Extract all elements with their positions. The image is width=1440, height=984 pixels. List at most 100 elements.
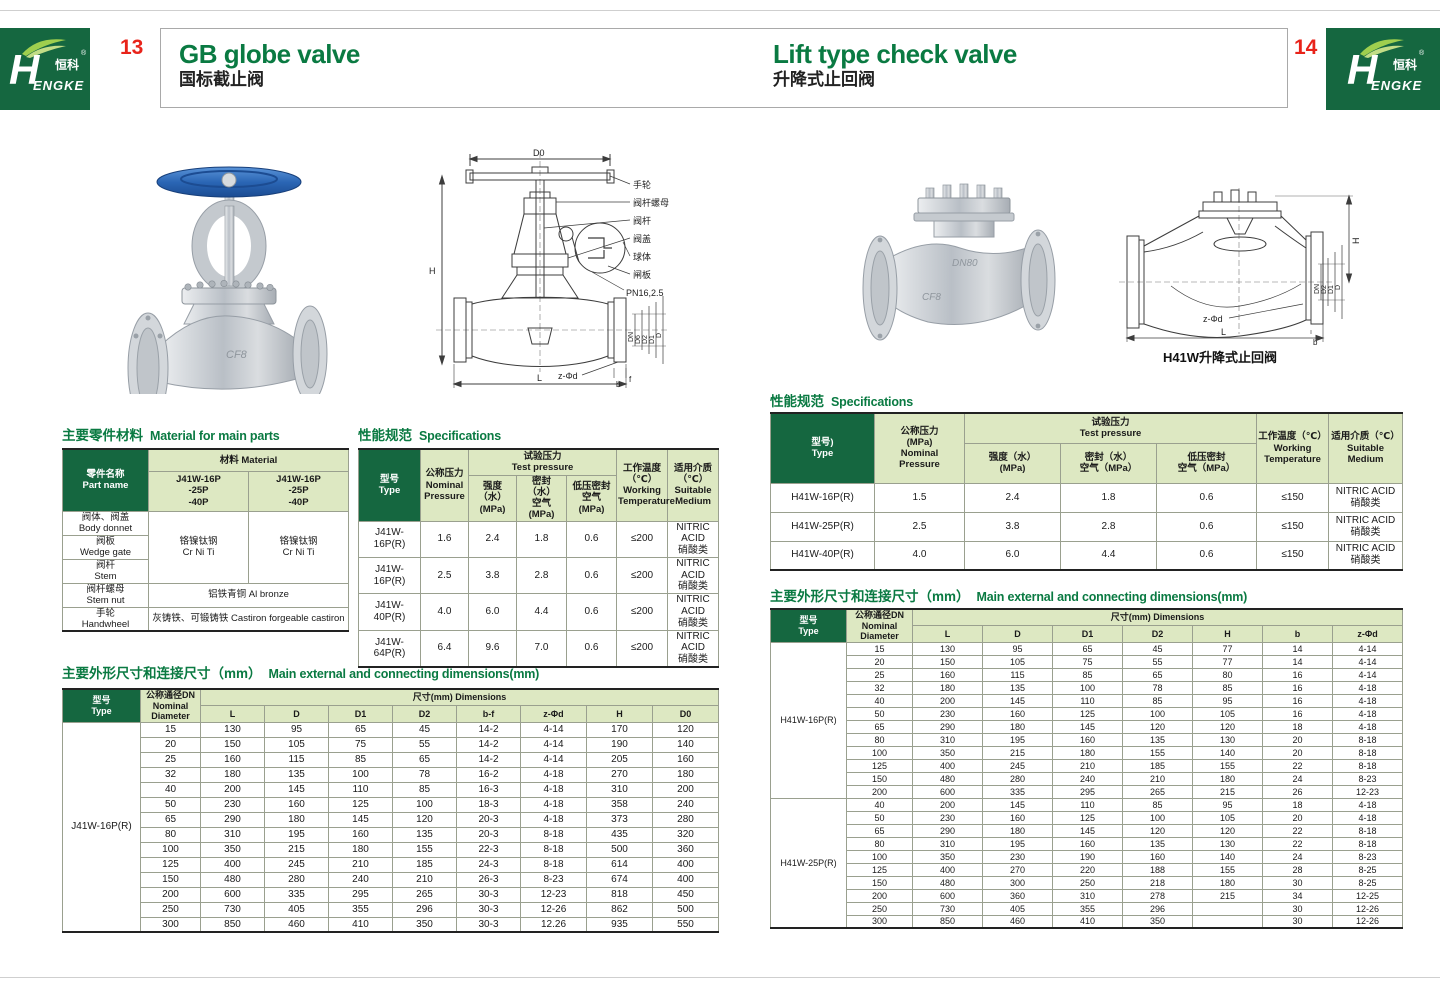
table-cell: 180 [912,680,983,695]
table-cell: 85 [1122,797,1193,812]
table-cell: 6.0 [964,540,1061,571]
table-cell: 200 [140,886,201,903]
table-cell: 200 [912,693,983,708]
table-cell: 100 [140,841,201,858]
dim-label-f: f [629,375,632,384]
dim-label-l: L [1221,327,1226,337]
col-header-strength: 强度（水） (MPa) [964,442,1061,484]
col-header-seal: 密封（水） 空气 (MPa) [516,474,567,522]
brand-logo-right: H ENGKE 恒科 ® [1326,28,1440,110]
col-header-zd: z-Φd [1331,625,1404,643]
table-cell: 135 [1122,836,1193,851]
table-cell: J41W-16P(R) [358,520,421,558]
dimension-row: 80 310 195 160 135 130 20 8-18 [771,732,1404,747]
table-cell: 110 [1052,797,1123,812]
table-cell: 8-23 [1331,771,1404,786]
table-cell: 195 [264,826,329,843]
table-cell: 310 [586,781,653,798]
dimension-row: 125 400 245 210 185 155 22 8-18 [771,758,1404,773]
col-header-b: b [1262,625,1333,643]
table-cell: 145 [982,797,1053,812]
table-cell: 480 [912,771,983,786]
left-page-title: GB globe valve 国标截止阀 [179,39,360,91]
table-cell: J41W-16P(R) [62,721,141,933]
table-cell: 160 [200,751,265,768]
table-cell: 296 [392,901,457,918]
dim-label-b: b [616,380,621,389]
table-cell: ≤150 [1256,540,1330,571]
table-cell: 145 [264,781,329,798]
part-name: 手轮 Handwheel [62,606,149,632]
table-cell: 250 [140,901,201,918]
dimension-row: 32 180 135 100 78 85 16 4-18 [771,680,1404,695]
table-cell: 22 [1262,823,1333,838]
table-cell: 125 [846,862,913,877]
spec-table-right: 型号) Type 公称压力 (MPa) Nominal Pressure 试验压… [770,412,1404,571]
table-cell: 0.6 [565,629,618,668]
dimension-row: 100 350 215 180 155 22-3 8-18 500 360 [63,841,720,858]
table-cell: 170 [586,721,653,738]
table-cell: 280 [651,811,720,828]
table-cell: 150 [846,771,913,786]
table-cell: 130 [1192,732,1263,747]
table-cell: 105 [264,736,329,753]
table-cell: 16-2 [456,766,521,783]
table-cell: 125 [1052,706,1123,721]
dim-label-d: D [1335,285,1342,290]
table-cell: 310 [912,732,983,747]
table-cell: 4-18 [520,766,587,783]
table-cell: 8-18 [1331,745,1404,760]
spec-row: H41W-16P(R) 1.5 2.4 1.8 0.6 ≤150 NITRIC ACID 硝… [770,482,1404,513]
table-cell: 220 [1052,862,1123,877]
table-cell: 3.8 [468,556,517,595]
dimension-row: 150 480 280 240 210 26-3 8-23 674 400 [63,871,720,888]
table-cell: 120 [1192,719,1263,734]
table-cell: 160 [1122,849,1193,864]
col-header-D: D [264,705,329,723]
table-cell: 105 [1192,810,1263,825]
title-strip: GB globe valve 国标截止阀 Lift type check val… [160,28,1288,108]
table-cell: 12.26 [520,916,587,933]
table-cell: 75 [1052,654,1123,669]
table-cell: 3.8 [964,511,1061,542]
dimension-row: J41W-16P(R) 15 130 95 65 45 14-2 4-14 170 120 [62,721,720,933]
table-cell: 12-25 [1331,888,1404,903]
table-cell: 120 [1122,823,1193,838]
dimension-row: 300 850 460 410 350 30-3 12.26 935 550 [63,916,720,933]
table-cell: 4.0 [874,540,965,571]
dimension-row: 300 850 460 410 350 30 12-26 [771,914,1404,929]
dim-label-l: L [537,373,542,383]
table-cell: 350 [912,849,983,864]
col-header-test: 试验压力 Test pressure [467,448,618,476]
table-cell: 250 [846,901,913,916]
table-cell: 95 [264,721,329,738]
table-cell: 180 [982,719,1053,734]
table-cell: NITRIC ACID 硝酸类 [667,556,720,595]
part-name: 阀体、阀盖 Body donnet [62,510,149,536]
dimension-row: 250 730 405 355 296 30 12-26 [771,901,1404,916]
table-cell: 180 [200,766,265,783]
table-cell: H41W-25P(R) [770,797,847,929]
page-number-left: 13 [120,36,144,59]
table-cell: 8-23 [520,871,587,888]
table-cell: 4-18 [1331,680,1404,695]
spec-row: J41W-64P(R) 6.4 9.6 7.0 0.6 ≤200 NITRIC ACID 硝… [358,629,720,668]
dim-label-zd: z-Φd [1203,314,1223,324]
table-cell: NITRIC ACID 硝酸类 [1328,511,1404,542]
col-header-dn: 公称通径DN Nominal Diameter [846,608,913,643]
table-cell: 270 [982,862,1053,877]
part-label-stem: 阀杆 [633,215,651,226]
dimension-row: 100 350 215 180 155 140 20 8-18 [771,745,1404,760]
table-cell: 818 [586,886,653,903]
table-cell: 295 [1052,784,1123,799]
table-cell: 50 [140,796,201,813]
table-cell: H41W-40P(R) [770,540,875,571]
spec-row: J41W-16P(R) 2.5 3.8 2.8 0.6 ≤200 NITRIC ACID 硝… [358,556,720,595]
table-cell: 180 [1192,771,1263,786]
table-cell: 8-18 [520,826,587,843]
table-cell: 26 [1262,784,1333,799]
part-label-handwheel: 手轮 [633,179,651,190]
right-title-zh: 升降式止回阀 [773,70,875,89]
dimension-row: 50 230 160 125 100 105 20 4-18 [771,810,1404,825]
part-name: 阀杆螺母 Stem nut [62,582,149,608]
